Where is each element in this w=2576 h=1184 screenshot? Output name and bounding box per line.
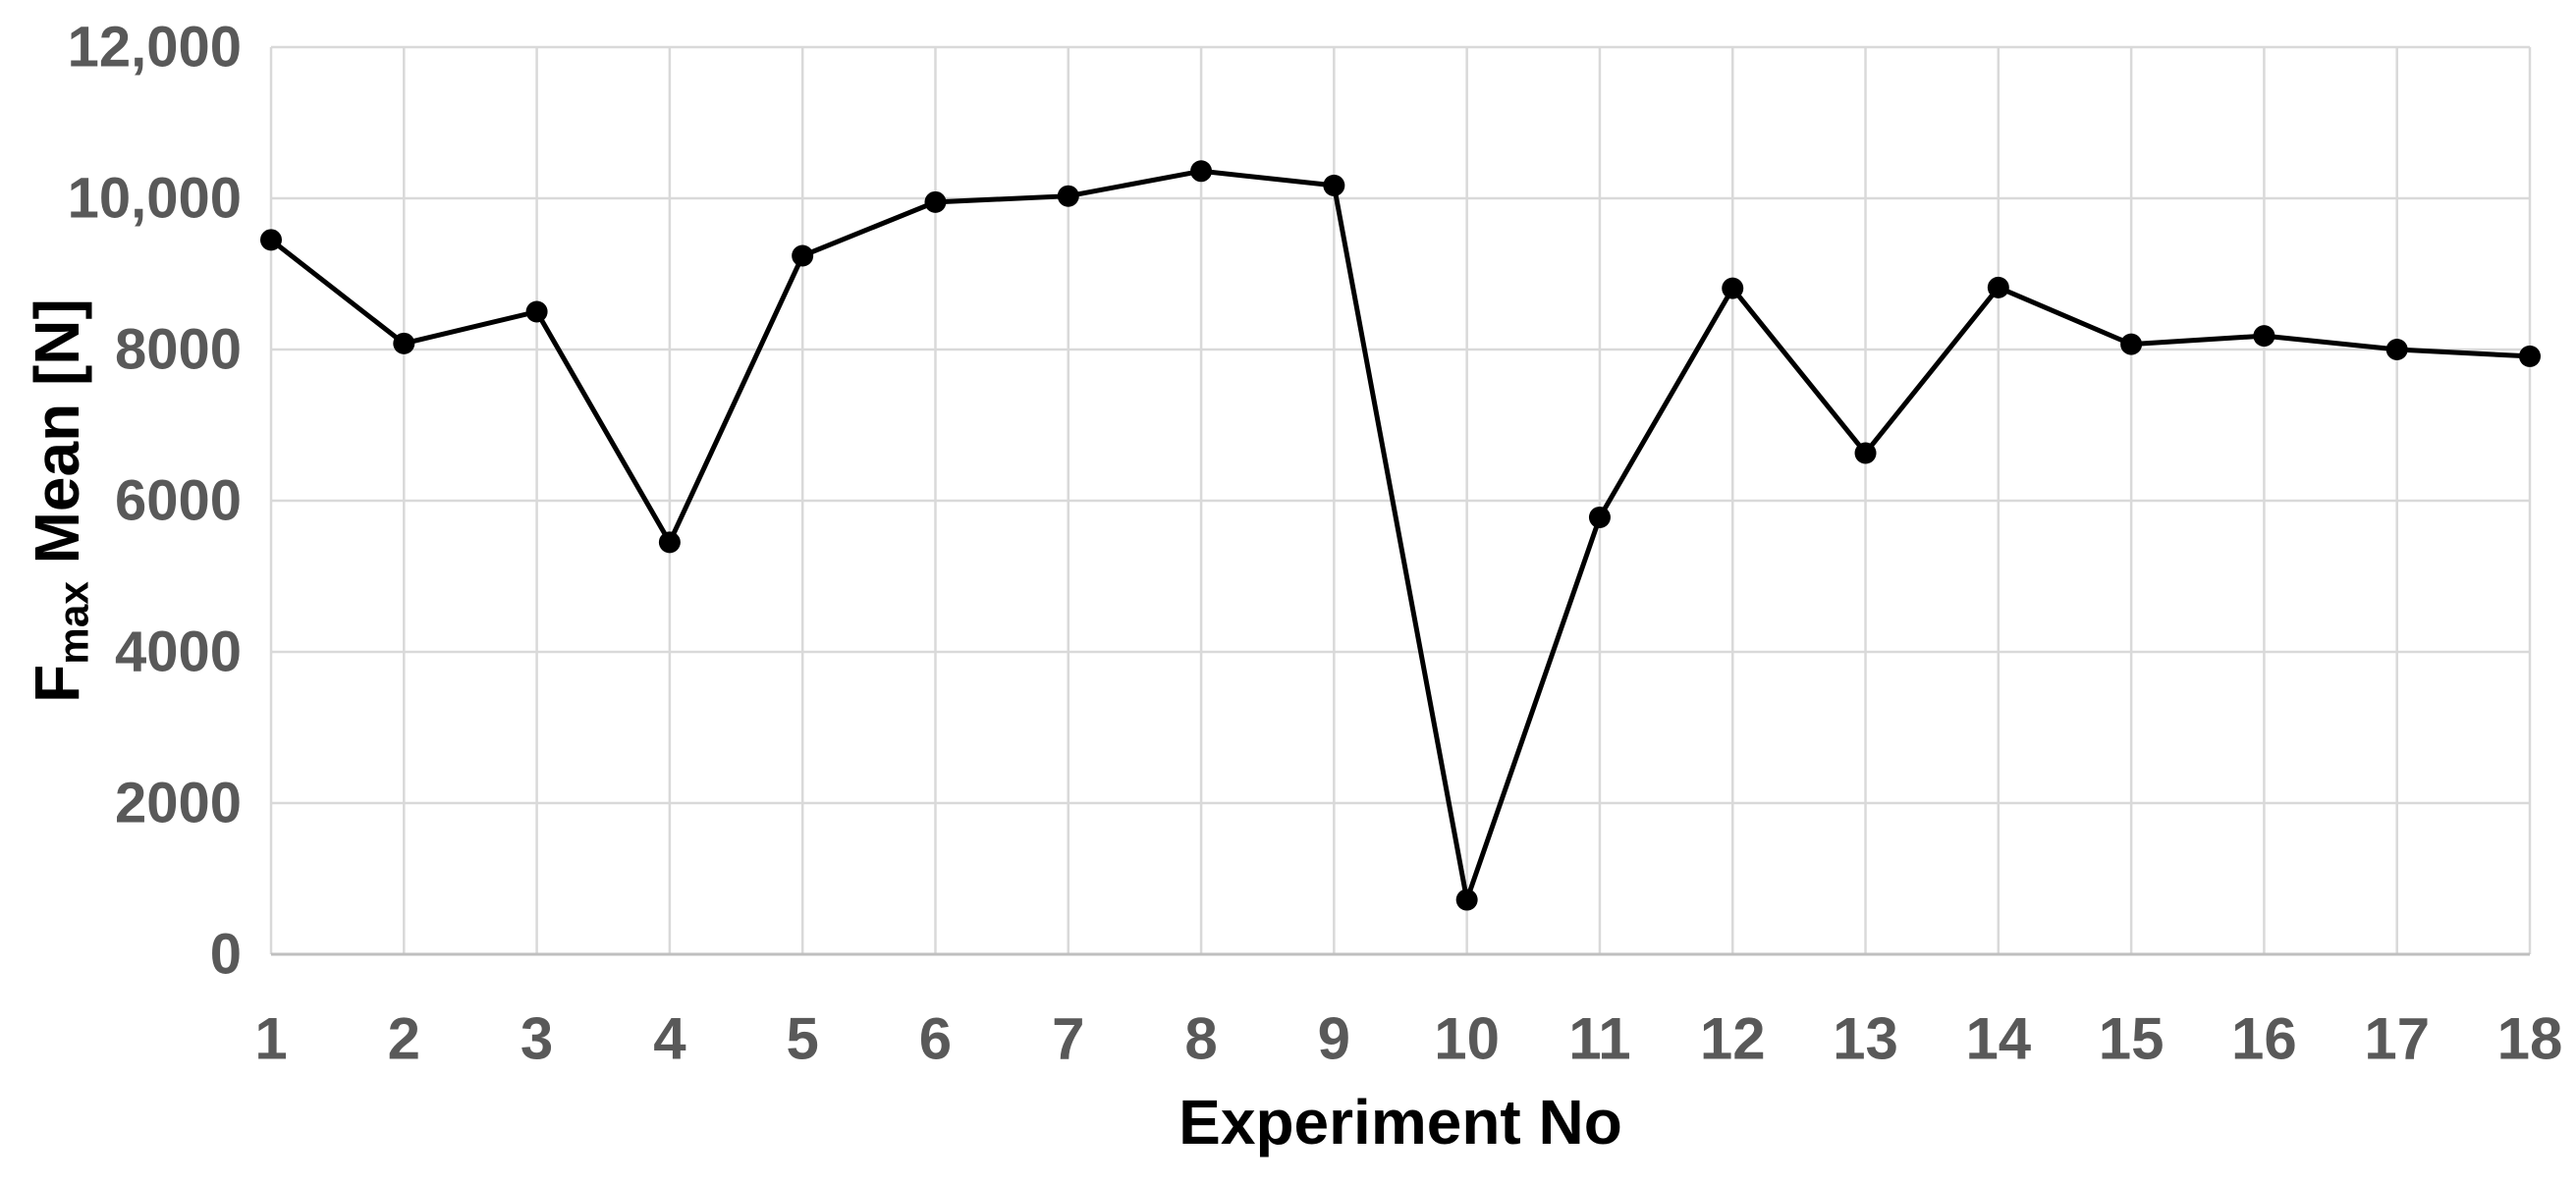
x-tick-label: 11 [1568,1006,1630,1072]
y-axis-title-subscript: max [50,581,97,665]
x-tick-label: 12 [1700,1006,1766,1072]
data-point [2385,339,2408,360]
x-tick-label: 1 [254,1006,287,1072]
x-tick-label: 2 [388,1006,420,1072]
x-tick-label: 3 [521,1006,553,1072]
y-tick-label: 6000 [115,469,242,533]
y-tick-label: 0 [210,923,242,987]
x-tick-label: 10 [1434,1006,1500,1072]
y-tick-label: 10,000 [68,167,242,231]
data-point [1987,276,2009,298]
x-tick-label: 16 [2231,1006,2297,1072]
x-tick-label: 6 [919,1006,952,1072]
x-tick-label: 18 [2497,1006,2563,1072]
x-tick-label: 8 [1184,1006,1217,1072]
x-tick-label: 4 [653,1006,686,1072]
y-tick-label: 12,000 [68,16,242,80]
data-point [1588,506,1611,528]
x-tick-label: 15 [2099,1006,2165,1072]
data-point [393,332,415,354]
data-point [2253,325,2275,348]
data-point [1455,888,1478,911]
data-point [792,244,814,267]
data-point [1854,442,1877,464]
data-point [658,531,681,554]
y-axis-title: Fmax Mean [N] [21,298,97,703]
y-tick-label: 8000 [115,318,242,382]
data-point [1190,160,1213,183]
x-tick-label: 17 [2364,1006,2430,1072]
data-point [1722,277,1744,299]
data-point [525,300,548,323]
x-tick-label: 14 [1965,1006,2031,1072]
x-tick-label: 9 [1318,1006,1350,1072]
y-axis-title-suffix: Mean [N] [22,298,92,582]
data-point [1323,174,1345,196]
data-point [2519,345,2541,367]
data-point [260,229,282,251]
x-tick-label: 5 [786,1006,818,1072]
x-axis-title: Experiment No [1178,1087,1622,1157]
y-axis-title-prefix: F [22,664,92,703]
x-tick-label: 7 [1052,1006,1084,1072]
data-point [924,190,947,213]
y-tick-label: 4000 [115,620,242,684]
data-line [268,168,2533,903]
y-tick-label: 2000 [115,772,242,835]
x-tick-label: 13 [1833,1006,1898,1072]
data-point [1057,185,1079,207]
data-point [2120,333,2143,355]
